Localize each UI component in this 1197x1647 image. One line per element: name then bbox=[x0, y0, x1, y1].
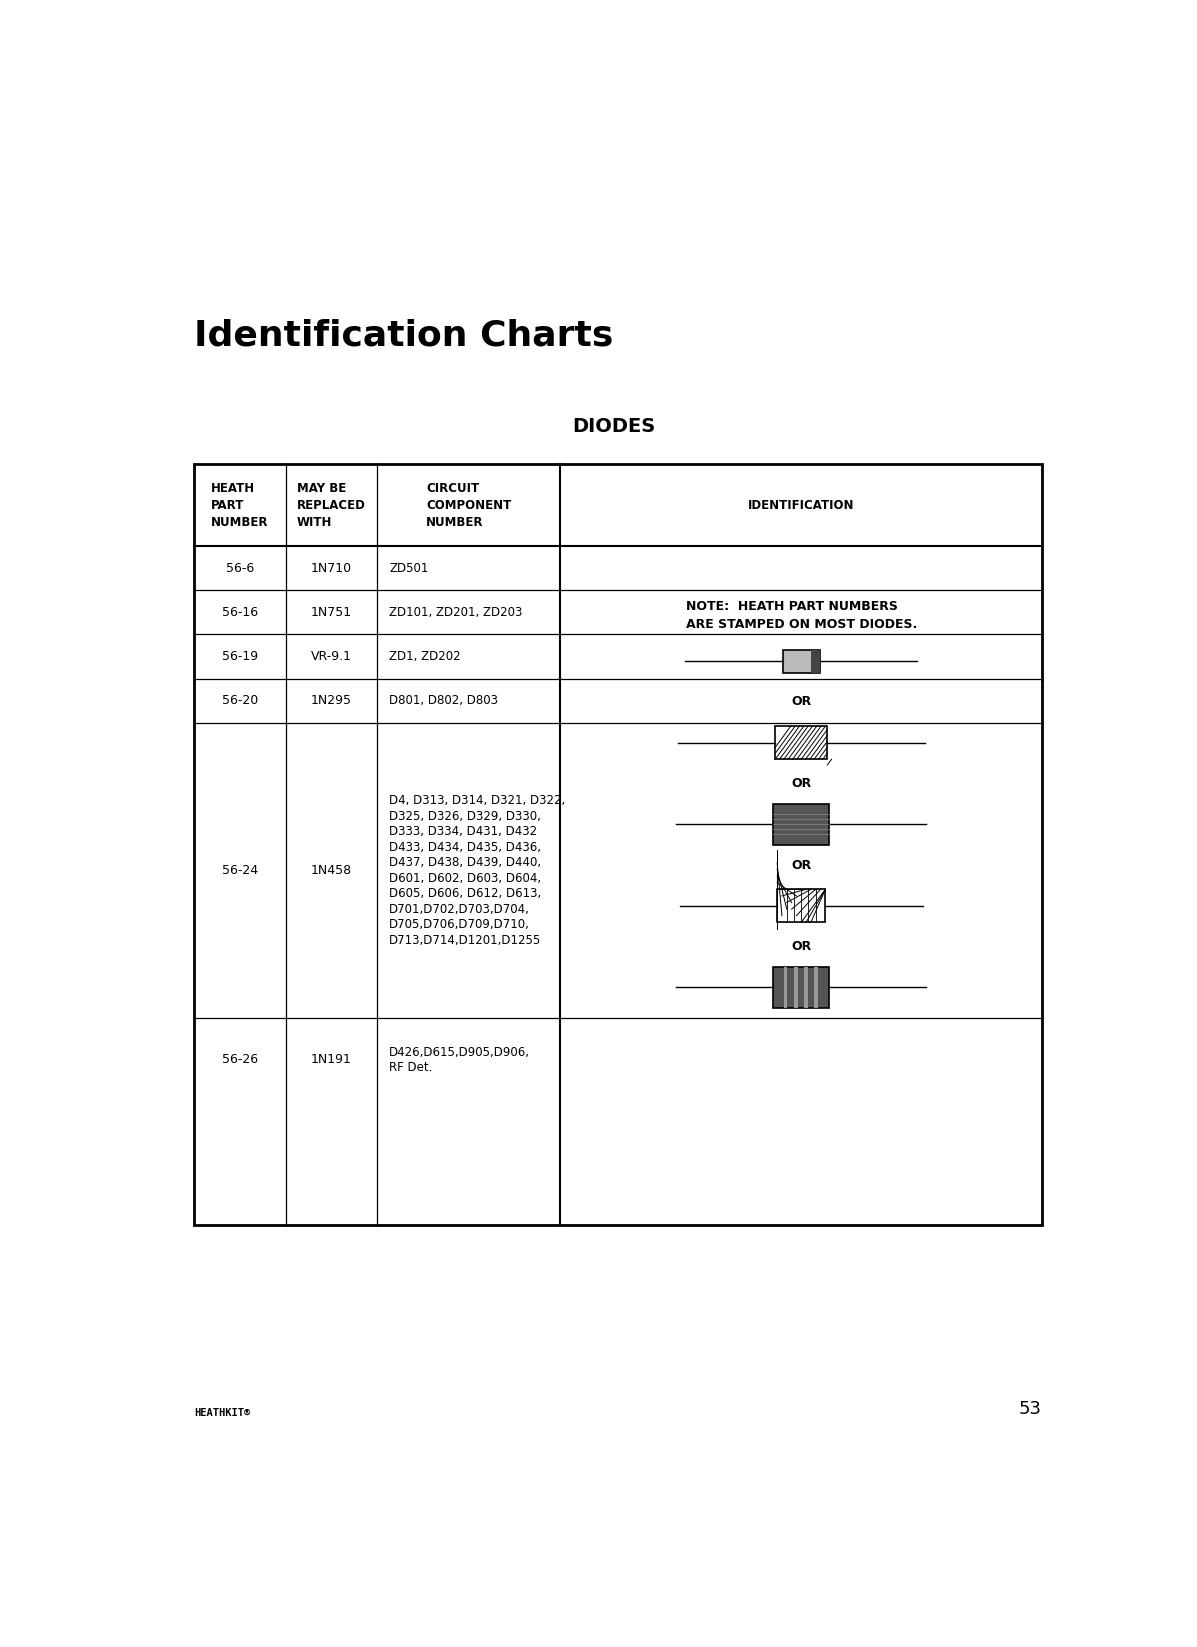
Bar bbox=[804, 967, 808, 1008]
Text: OR: OR bbox=[791, 940, 812, 954]
Text: VR-9.1: VR-9.1 bbox=[311, 651, 352, 664]
Text: D426,D615,D905,D906,
RF Det.: D426,D615,D905,D906, RF Det. bbox=[389, 1046, 530, 1074]
Text: ZD101, ZD201, ZD203: ZD101, ZD201, ZD203 bbox=[389, 606, 523, 619]
Bar bbox=[794, 967, 797, 1008]
Text: D801, D802, D803: D801, D802, D803 bbox=[389, 693, 498, 707]
Text: NOTE:  HEATH PART NUMBERS
ARE STAMPED ON MOST DIODES.: NOTE: HEATH PART NUMBERS ARE STAMPED ON … bbox=[686, 600, 917, 631]
Text: OR: OR bbox=[791, 695, 812, 708]
Bar bbox=[783, 649, 820, 672]
Text: 1N710: 1N710 bbox=[311, 562, 352, 575]
Text: 56-20: 56-20 bbox=[221, 693, 259, 707]
Text: CIRCUIT
COMPONENT
NUMBER: CIRCUIT COMPONENT NUMBER bbox=[426, 481, 511, 529]
Text: 1N295: 1N295 bbox=[311, 693, 352, 707]
Bar bbox=[773, 967, 830, 1008]
Text: OR: OR bbox=[791, 858, 812, 871]
Text: OR: OR bbox=[791, 777, 812, 791]
Text: HEATH
PART
NUMBER: HEATH PART NUMBER bbox=[211, 481, 268, 529]
Text: 1N191: 1N191 bbox=[311, 1052, 352, 1066]
Text: ZD501: ZD501 bbox=[389, 562, 429, 575]
Bar bbox=[812, 649, 820, 672]
Bar bbox=[776, 726, 827, 759]
Text: 56-19: 56-19 bbox=[221, 651, 259, 664]
Text: 1N751: 1N751 bbox=[311, 606, 352, 619]
Text: 56-26: 56-26 bbox=[221, 1052, 259, 1066]
Text: DIODES: DIODES bbox=[572, 417, 655, 436]
Bar bbox=[814, 967, 818, 1008]
Text: Identification Charts: Identification Charts bbox=[194, 318, 614, 352]
Bar bbox=[773, 804, 830, 845]
Bar bbox=[784, 967, 788, 1008]
Text: 56-24: 56-24 bbox=[221, 863, 259, 876]
Text: 56-6: 56-6 bbox=[226, 562, 254, 575]
Text: ZD1, ZD202: ZD1, ZD202 bbox=[389, 651, 461, 664]
Bar bbox=[777, 889, 826, 922]
Text: IDENTIFICATION: IDENTIFICATION bbox=[748, 499, 855, 512]
Text: 56-16: 56-16 bbox=[221, 606, 259, 619]
Text: MAY BE
REPLACED
WITH: MAY BE REPLACED WITH bbox=[297, 481, 366, 529]
Text: 53: 53 bbox=[1019, 1400, 1043, 1418]
Bar bbox=[194, 464, 1043, 1225]
Text: 1N458: 1N458 bbox=[311, 863, 352, 876]
Text: D4, D313, D314, D321, D322,
D325, D326, D329, D330,
D333, D334, D431, D432
D433,: D4, D313, D314, D321, D322, D325, D326, … bbox=[389, 794, 566, 947]
Text: HEATHKIT®: HEATHKIT® bbox=[194, 1408, 250, 1418]
